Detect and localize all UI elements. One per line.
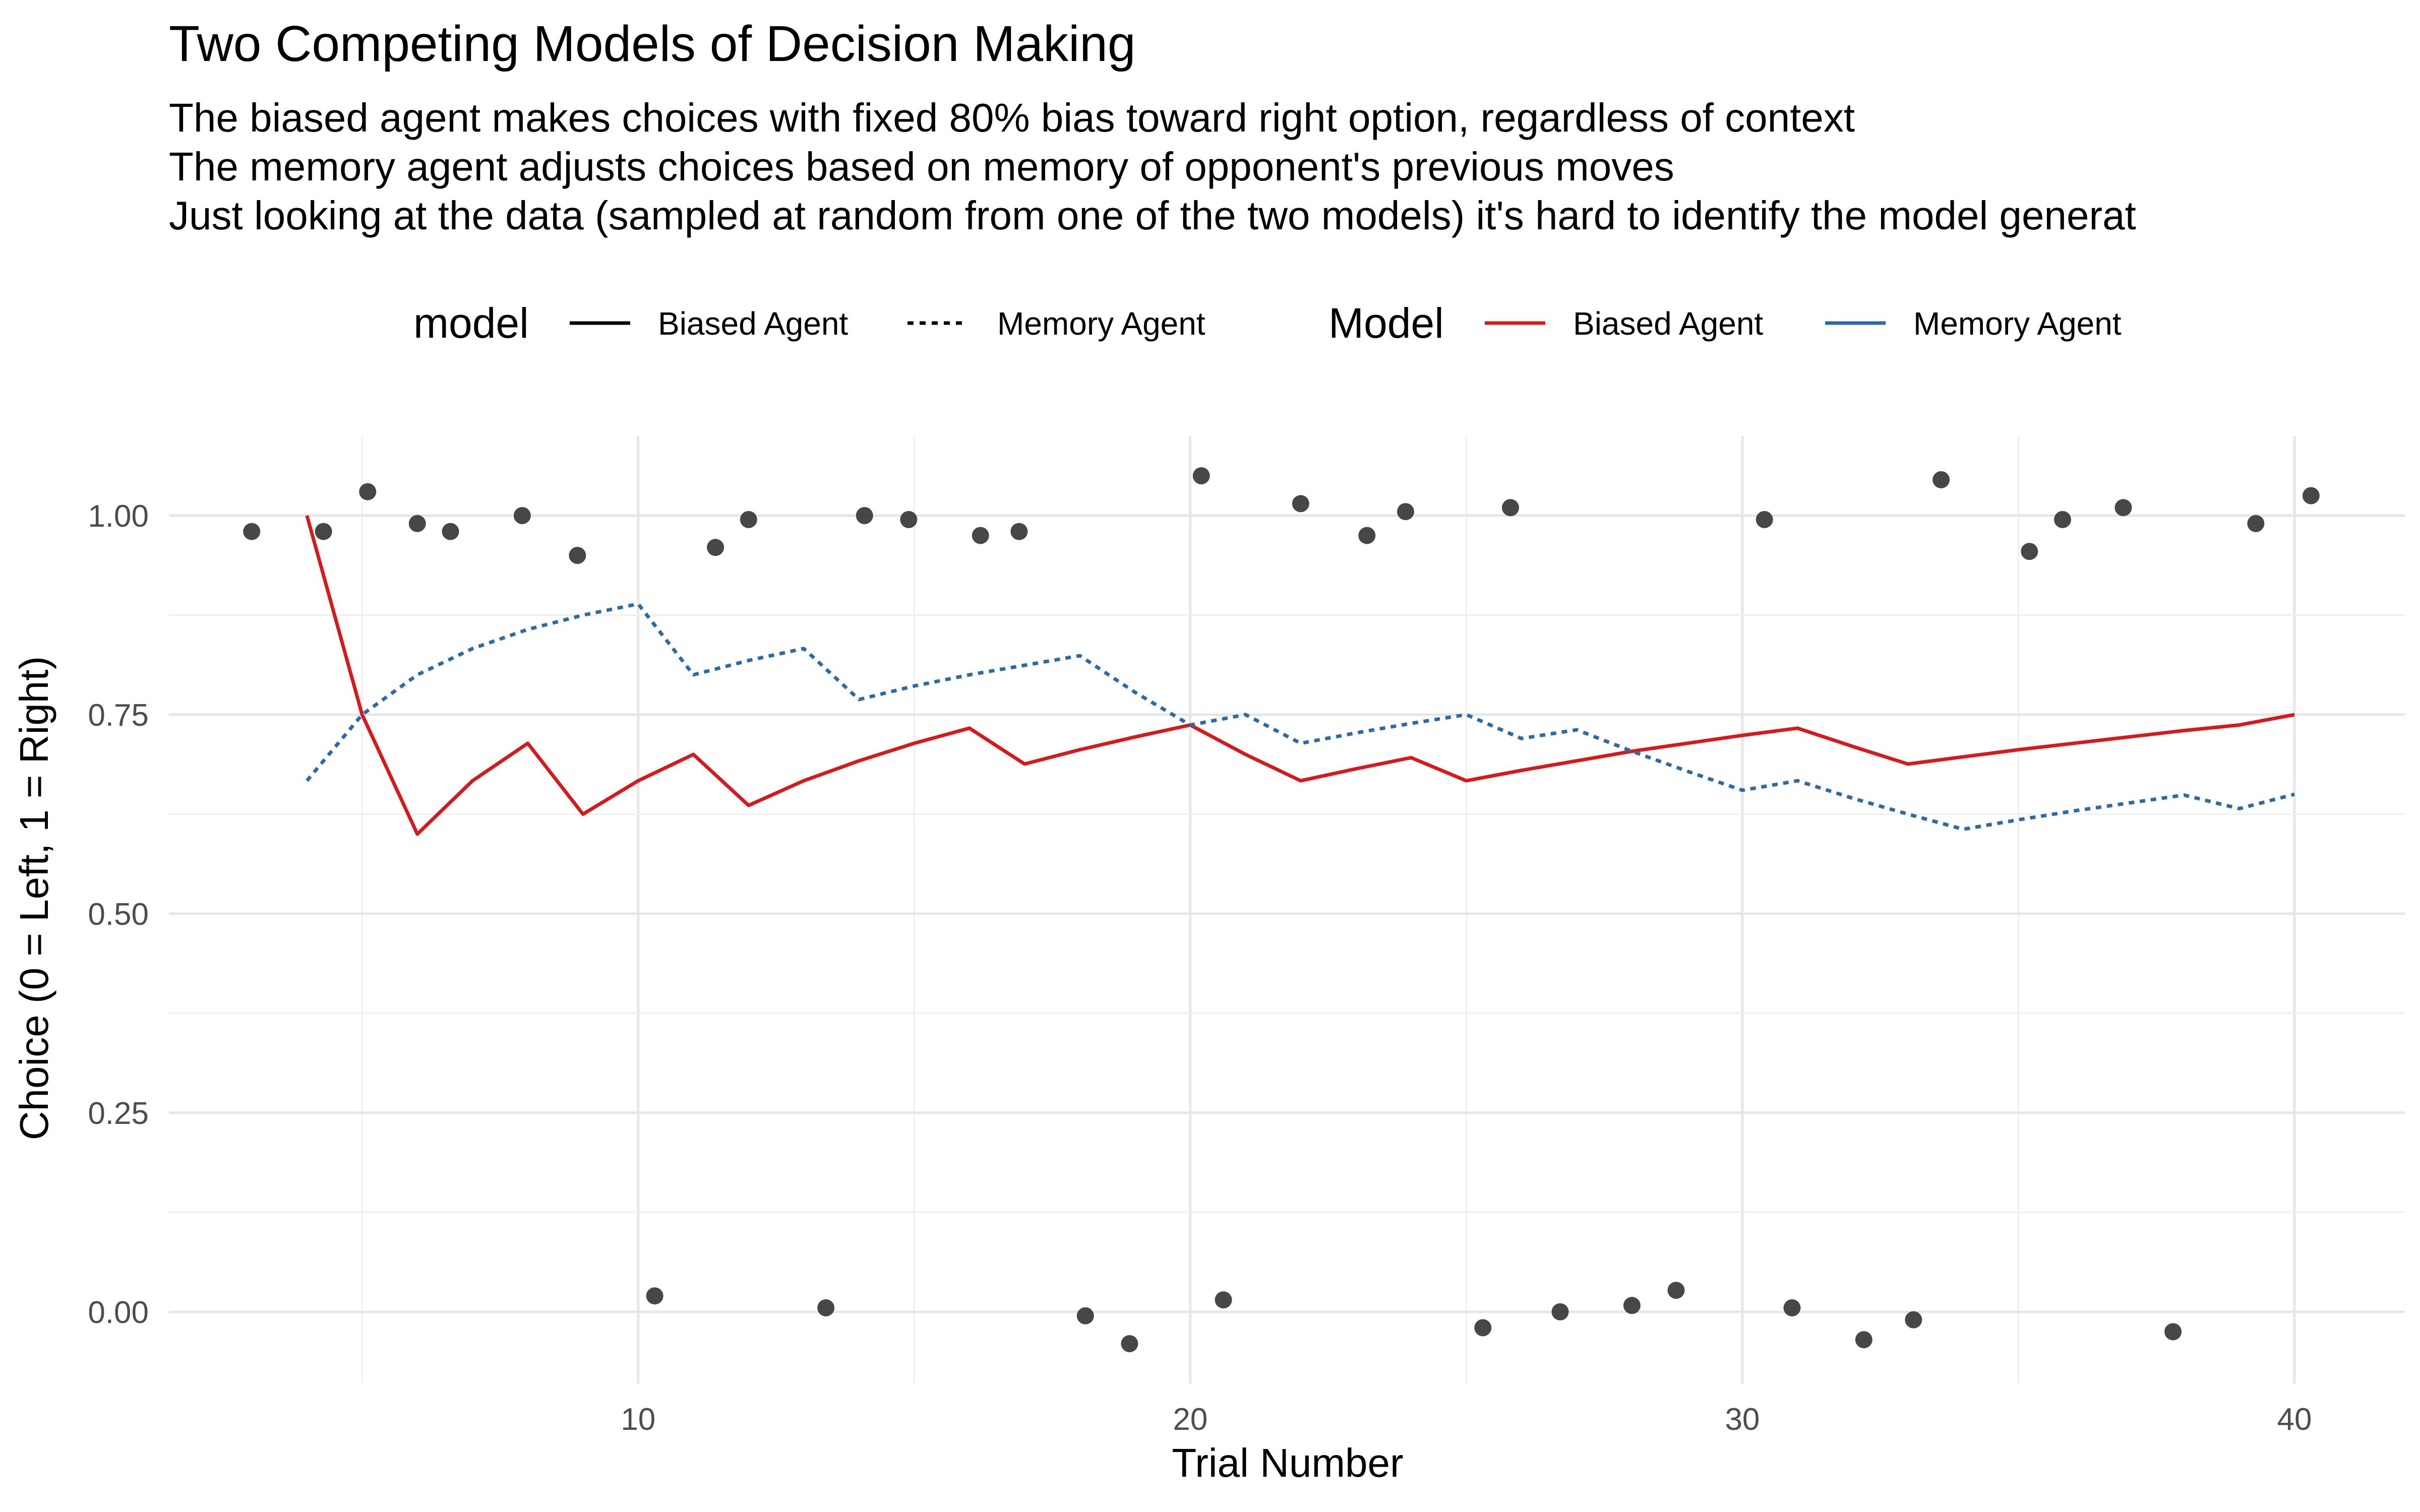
- choice-point: [1756, 511, 1773, 528]
- choice-point: [740, 511, 757, 528]
- scatter-points: [243, 467, 2320, 1353]
- x-tick-label: 40: [2277, 1402, 2312, 1437]
- choice-point: [2114, 499, 2132, 517]
- choice-point: [1667, 1282, 1685, 1299]
- x-tick-label: 20: [1173, 1402, 1207, 1437]
- choice-point: [1292, 495, 1309, 513]
- choice-point: [2164, 1323, 2182, 1341]
- y-tick-label: 0.50: [88, 897, 149, 932]
- axis-ticks: 10 20 30 40 0.00 0.25 0.50 0.75 1.00: [88, 499, 2312, 1437]
- choice-point: [646, 1287, 663, 1305]
- choice-point: [243, 523, 261, 540]
- x-axis-title: Trial Number: [1172, 1440, 1403, 1485]
- choice-point: [1397, 503, 1414, 521]
- choice-point: [1010, 523, 1028, 540]
- choice-point: [2021, 543, 2038, 560]
- choice-point: [1215, 1291, 1232, 1309]
- chart-subtitle-line-3: Just looking at the data (sampled at ran…: [169, 193, 2136, 238]
- choice-point: [442, 523, 459, 540]
- chart-subtitle-line-2: The memory agent adjusts choices based o…: [169, 144, 1674, 189]
- choice-point: [569, 546, 586, 564]
- choice-point: [1076, 1307, 1094, 1325]
- choice-point: [1783, 1299, 1801, 1316]
- legend-label-biased-linetype: Biased Agent: [658, 305, 848, 342]
- x-tick-label: 10: [621, 1402, 655, 1437]
- choice-point: [1623, 1297, 1641, 1314]
- legend-label-memory-colour: Memory Agent: [1913, 305, 2122, 342]
- choice-point: [2054, 511, 2072, 528]
- legend-label-biased-colour: Biased Agent: [1573, 305, 1763, 342]
- choice-point: [513, 507, 531, 524]
- x-tick-label: 30: [1725, 1402, 1760, 1437]
- choice-point: [2247, 515, 2265, 532]
- choice-point: [972, 527, 989, 544]
- y-tick-label: 0.75: [88, 698, 149, 733]
- choice-point: [1502, 499, 1519, 517]
- choice-point: [1932, 471, 1950, 488]
- chart-title: Two Competing Models of Decision Making: [169, 16, 1136, 72]
- choice-point: [1358, 527, 1376, 544]
- choice-point: [1855, 1331, 1872, 1349]
- y-tick-label: 1.00: [88, 499, 149, 534]
- choice-point: [2302, 487, 2320, 505]
- choice-point: [1551, 1303, 1569, 1320]
- choice-point: [408, 515, 426, 532]
- chart-subtitle-line-1: The biased agent makes choices with fixe…: [169, 95, 1855, 140]
- choice-point: [1474, 1319, 1492, 1337]
- choice-point: [817, 1299, 835, 1316]
- choice-point: [856, 507, 873, 524]
- choice-point: [707, 539, 724, 556]
- choice-point: [900, 511, 918, 528]
- series-lines: [305, 515, 2295, 836]
- legend-colour-title: Model: [1328, 299, 1444, 347]
- choice-point: [1192, 467, 1210, 484]
- legend: model Biased Agent Memory Agent Model Bi…: [413, 299, 2122, 347]
- choice-point: [1905, 1311, 1922, 1329]
- choice-point: [1121, 1335, 1138, 1353]
- legend-label-memory-linetype: Memory Agent: [997, 305, 1205, 342]
- legend-linetype-title: model: [413, 299, 529, 347]
- choice-point: [315, 523, 332, 540]
- gridlines: [169, 436, 2405, 1383]
- y-axis-title: Choice (0 = Left, 1 = Right): [12, 656, 56, 1141]
- series-line-memory-agent: [306, 602, 2295, 831]
- choice-point: [359, 483, 377, 500]
- y-tick-label: 0.25: [88, 1096, 149, 1131]
- series-line-biased-agent: [305, 515, 2295, 836]
- y-tick-label: 0.00: [88, 1295, 149, 1330]
